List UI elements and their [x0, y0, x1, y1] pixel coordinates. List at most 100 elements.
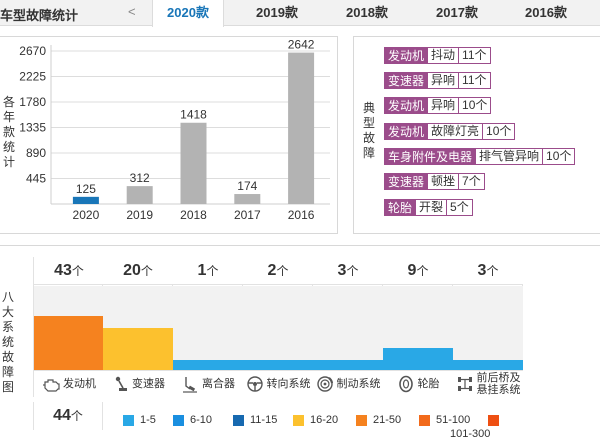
- fault-item[interactable]: 车身附件及电器 排气管异响 10个: [384, 148, 576, 165]
- fault-part-tag: 发动机: [384, 97, 429, 114]
- fault-item[interactable]: 变速器 异响 11个: [384, 72, 491, 89]
- bar-value-label: 2642: [288, 38, 315, 52]
- system-bar-area: [313, 286, 383, 370]
- fault-item[interactable]: 发动机 抖动 11个: [384, 47, 491, 64]
- system-count: 2个: [243, 257, 313, 285]
- total-count: 44: [53, 407, 71, 424]
- engine-icon: [43, 379, 60, 392]
- system-name-label: 离合器: [202, 378, 235, 390]
- system-name: 发动机: [34, 370, 104, 397]
- system-level-bar: [313, 360, 383, 370]
- gearshift-icon: [115, 376, 127, 391]
- fault-item[interactable]: 发动机 故障灯亮 10个: [384, 123, 516, 140]
- system-count-unit: 个: [206, 264, 219, 278]
- system-column[interactable]: 1个离合器: [173, 257, 243, 397]
- legend-label: 11-15: [250, 414, 278, 426]
- system-count: 1个: [173, 257, 243, 285]
- system-count: 43个: [34, 257, 104, 285]
- fault-part-tag: 变速器: [384, 173, 429, 190]
- system-column[interactable]: 9个轮胎: [383, 257, 453, 397]
- brake-disc-icon: [316, 376, 333, 392]
- fault-issue-tag: 排气管异响: [476, 148, 544, 165]
- total-unit: 个: [70, 409, 83, 423]
- legend-swatch: [356, 415, 367, 426]
- fault-part-tag: 车身附件及电器: [384, 148, 477, 165]
- fault-issue-tag: 异响: [428, 72, 460, 89]
- system-column[interactable]: 2个 转向系统: [243, 257, 313, 397]
- typical-faults-panel: 典型故障 发动机 抖动 11个 变速器 异响 11个 发动机 异响 10个 发动机 故障灯亮 10个车…: [353, 36, 600, 234]
- y-tick-label: 1780: [19, 95, 46, 109]
- y-tick-label: 2670: [19, 44, 46, 58]
- tire-icon: [398, 375, 413, 393]
- system-column[interactable]: 3个 前后桥及 悬挂系统: [453, 257, 523, 397]
- x-tick-label: 2018: [180, 208, 207, 222]
- bar-2017[interactable]: [234, 194, 261, 204]
- system-count-unit: 个: [71, 264, 84, 278]
- system-count-number: 20: [123, 262, 141, 279]
- fault-item[interactable]: 轮胎 开裂 5个: [384, 199, 473, 216]
- legend-item: [123, 414, 134, 426]
- system-count-number: 2: [267, 262, 277, 279]
- system-column[interactable]: 20个 变速器: [103, 257, 173, 397]
- tab-2016[interactable]: 2016款: [525, 5, 567, 20]
- system-name: 制动系统: [313, 370, 383, 397]
- system-count-unit: 个: [346, 264, 359, 278]
- system-level-bar: [34, 316, 104, 370]
- system-count: 9个: [383, 257, 453, 285]
- legend-item: [419, 414, 430, 426]
- bar-value-label: 1418: [180, 108, 207, 122]
- legend-swatch: [419, 415, 430, 426]
- system-column[interactable]: 43个发动机: [33, 257, 104, 397]
- system-name-label: 发动机: [63, 378, 96, 390]
- fault-count-tag: 10个: [459, 97, 492, 114]
- fault-count-tag: 5个: [447, 199, 473, 216]
- bar-2020[interactable]: [72, 196, 99, 204]
- fault-issue-tag: 故障灯亮: [428, 123, 484, 140]
- x-tick-label: 2020: [73, 208, 100, 222]
- bar-value-label: 174: [237, 179, 257, 193]
- bar-2019[interactable]: [126, 186, 153, 204]
- system-column[interactable]: 3个制动系统: [313, 257, 383, 397]
- system-count-number: 3: [337, 262, 347, 279]
- legend-label: 21-50: [373, 414, 402, 426]
- page-title: 车型故障统计: [0, 8, 79, 23]
- fault-item[interactable]: 发动机 异响 10个: [384, 97, 492, 114]
- fault-issue-tag: 顿挫: [428, 173, 460, 190]
- system-name-label: 前后桥及 悬挂系统: [476, 372, 521, 396]
- bar-2016[interactable]: [288, 52, 315, 204]
- system-level-bar: [243, 360, 313, 370]
- system-count-unit: 个: [486, 264, 499, 278]
- fault-part-tag: 发动机: [384, 47, 429, 64]
- system-name: 轮胎: [383, 370, 453, 397]
- legend-label: 16-20: [310, 414, 339, 426]
- fault-issue-tag: 抖动: [428, 47, 460, 64]
- y-tick-label: 1335: [19, 121, 46, 135]
- system-bar-area: [103, 286, 173, 370]
- legend-item: [233, 414, 244, 426]
- tab-2018[interactable]: 2018款: [346, 5, 388, 20]
- legend-swatch: [173, 415, 184, 426]
- tab-prev-arrow[interactable]: <: [128, 4, 136, 19]
- fault-item[interactable]: 变速器 顿挫 7个: [384, 173, 485, 190]
- legend-label: 101-300: [450, 428, 491, 440]
- tab-2020[interactable]: 2020款: [152, 0, 224, 27]
- tab-2017[interactable]: 2017款: [436, 5, 478, 20]
- x-tick-label: 2017: [234, 208, 261, 222]
- system-level-bar: [383, 348, 453, 370]
- system-name: 变速器: [103, 370, 173, 397]
- year-tab-bar: 车型故障统计 < 2020款 2019款 2018款 2017款 2016款: [0, 0, 600, 27]
- x-tick-label: 2016: [288, 208, 315, 222]
- fault-count-tag: 7个: [459, 173, 485, 190]
- typical-faults-side-label: 典型故障: [362, 101, 375, 160]
- legend-item: [356, 414, 367, 426]
- y-tick-label: 890: [26, 146, 46, 160]
- fault-count-tag: 10个: [483, 123, 516, 140]
- systems-panel: 八大系统故障图 43个 发动机 20个 变速器 1个 离合器 2个 转向系统 3个 制动系统 9个轮…: [0, 245, 600, 444]
- system-name: 前后桥及 悬挂系统: [453, 370, 523, 397]
- system-count-number: 9: [407, 262, 417, 279]
- legend-label: 6-10: [190, 414, 213, 426]
- tab-2019[interactable]: 2019款: [256, 5, 298, 20]
- system-level-bar: [173, 360, 243, 370]
- legend-item: [293, 414, 304, 426]
- bar-2018[interactable]: [180, 122, 207, 204]
